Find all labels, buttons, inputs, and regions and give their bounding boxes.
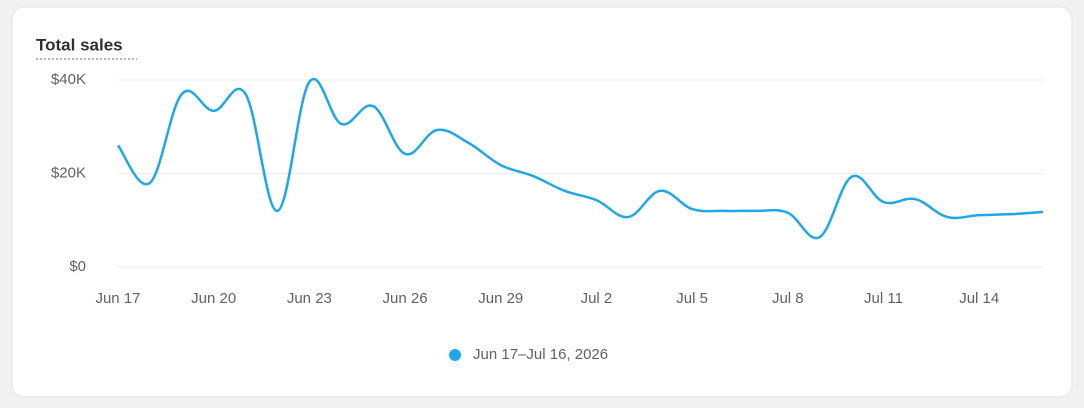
x-tick-label: Jul 2 — [581, 290, 613, 307]
y-tick-label: $0 — [69, 258, 86, 275]
y-tick-label: $40K — [51, 71, 86, 88]
x-tick-label: Jun 17 — [95, 290, 140, 307]
x-tick-label: Jun 26 — [383, 290, 428, 307]
x-tick-label: Jul 11 — [864, 290, 903, 307]
x-tick-label: Jun 29 — [478, 290, 523, 307]
card — [11, 6, 1073, 398]
x-tick-label: Jun 23 — [287, 290, 332, 307]
x-tick-label: Jun 20 — [191, 290, 236, 307]
x-tick-label: Jul 14 — [959, 290, 999, 307]
x-tick-label: Jul 5 — [676, 290, 708, 307]
legend-marker — [449, 349, 461, 361]
y-tick-label: $20K — [51, 164, 86, 181]
legend-label: Jun 17–Jul 16, 2026 — [473, 346, 608, 363]
chart-title: Total sales — [36, 35, 123, 54]
x-tick-label: Jul 8 — [772, 290, 804, 307]
line — [116, 77, 1044, 240]
